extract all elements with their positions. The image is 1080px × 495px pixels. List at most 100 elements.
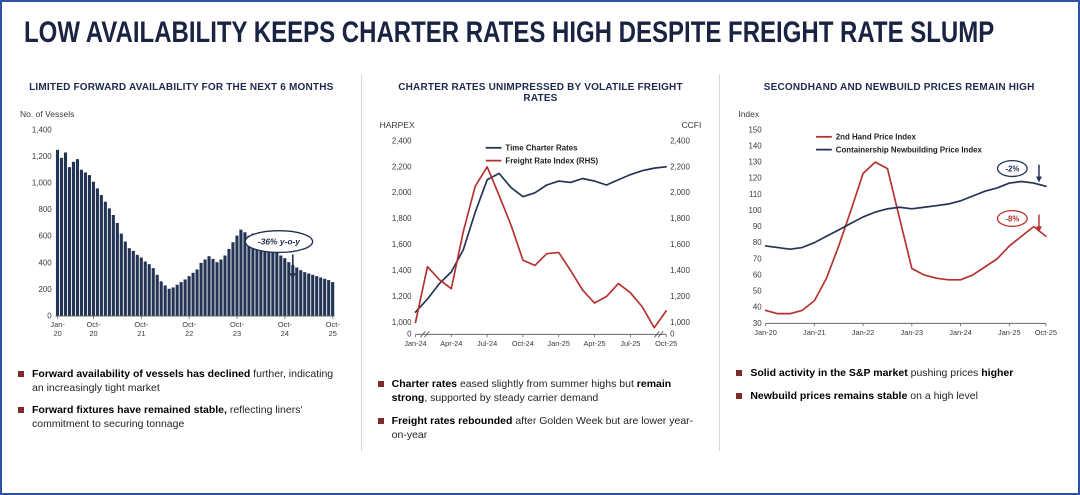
svg-text:Oct-: Oct- <box>182 320 197 329</box>
bullet-list-charter-vs-freight: Charter rates eased slightly from summer… <box>377 378 704 442</box>
legend-item: Containership Newbuilding Price Index <box>816 145 983 154</box>
svg-text:Apr-25: Apr-25 <box>583 339 605 348</box>
svg-text:600: 600 <box>38 232 52 241</box>
pct-annotation: -2% <box>997 160 1043 183</box>
bullet-text: Forward availability of vessels has decl… <box>32 367 334 394</box>
panel-title-price-indices: SECONDHAND AND NEWBUILD PRICES REMAIN HI… <box>763 82 1035 93</box>
charter-vs-freight-line-chart: 1,000 1,000 1,200 1,200 1,400 1,400 1,600 1,600… <box>391 136 690 348</box>
panel-price-indices: SECONDHAND AND NEWBUILD PRICES REMAIN HI… <box>719 74 1078 452</box>
svg-text:22: 22 <box>185 329 193 338</box>
svg-text:23: 23 <box>233 329 241 338</box>
panel-row: LIMITED FORWARD AVAILABILITY FOR THE NEX… <box>2 74 1078 452</box>
svg-text:30: 30 <box>753 319 762 328</box>
svg-text:Jan-: Jan- <box>50 320 65 329</box>
bullet-list-price-indices: Solid activity in the S&P market pushing… <box>736 367 1062 404</box>
bullet-marker <box>18 407 24 414</box>
bullet-item: Forward fixtures have remained stable, r… <box>18 404 345 432</box>
svg-text:1,000: 1,000 <box>391 318 411 327</box>
svg-text:Jan-24: Jan-24 <box>950 328 973 337</box>
legend-item: 2nd Hand Price Index <box>816 132 917 141</box>
y-axis-title-index: Index <box>738 109 760 119</box>
svg-text:1,800: 1,800 <box>391 214 411 223</box>
y-axis-title-vessels: No. of Vessels <box>20 109 75 119</box>
svg-text:Oct-: Oct- <box>326 320 341 329</box>
svg-text:0: 0 <box>47 311 52 320</box>
svg-text:90: 90 <box>753 222 762 231</box>
svg-text:-2%: -2% <box>1006 164 1020 173</box>
svg-text:25: 25 <box>329 329 337 338</box>
legend-item: Time Charter Rates <box>485 143 578 152</box>
pct-annotation: -8% <box>997 209 1043 233</box>
svg-text:Oct-: Oct- <box>134 320 149 329</box>
svg-text:2,000: 2,000 <box>391 188 411 197</box>
panel-charter-vs-freight: CHARTER RATES UNIMPRESSED BY VOLATILE FR… <box>360 74 720 452</box>
svg-text:Jan-25: Jan-25 <box>547 339 570 348</box>
bullet-item: Solid activity in the S&P market pushing… <box>736 367 1062 381</box>
panel-title-forward-availability: LIMITED FORWARD AVAILABILITY FOR THE NEX… <box>29 82 334 93</box>
right-axis-title-ccfi: CCFI <box>681 120 702 130</box>
svg-text:100: 100 <box>749 206 763 215</box>
svg-text:Jan-25: Jan-25 <box>998 328 1021 337</box>
svg-text:2,400: 2,400 <box>391 136 411 145</box>
bullet-text: Solid activity in the S&P market pushing… <box>750 367 1014 380</box>
axis-title-row: No. of Vessels <box>18 109 345 122</box>
bullet-item: Forward availability of vessels has decl… <box>18 368 345 396</box>
svg-text:Oct-25: Oct-25 <box>655 339 677 348</box>
svg-text:1,600: 1,600 <box>391 240 411 249</box>
axis-title-row: Index <box>736 109 1062 122</box>
bullet-marker <box>736 392 743 399</box>
bullet-item: Newbuild prices remains stable on a high… <box>736 390 1062 404</box>
svg-text:70: 70 <box>753 254 762 263</box>
bullet-text: Charter rates eased slightly from summer… <box>391 378 672 404</box>
svg-text:Freight Rate Index (RHS): Freight Rate Index (RHS) <box>505 156 598 165</box>
svg-text:400: 400 <box>38 258 52 267</box>
svg-text:2nd Hand Price Index: 2nd Hand Price Index <box>836 132 917 141</box>
bullet-marker <box>377 381 384 388</box>
svg-text:80: 80 <box>753 238 762 247</box>
bullet-text: Freight rates rebounded after Golden Wee… <box>391 414 694 441</box>
svg-text:60: 60 <box>753 270 762 279</box>
svg-text:2,400: 2,400 <box>670 136 690 145</box>
svg-text:21: 21 <box>137 329 145 338</box>
svg-text:2,000: 2,000 <box>670 188 690 197</box>
svg-text:Apr-24: Apr-24 <box>440 339 462 348</box>
svg-text:800: 800 <box>38 205 52 214</box>
svg-text:1,200: 1,200 <box>670 292 690 301</box>
bullet-item: Charter rates eased slightly from summer… <box>377 378 704 406</box>
svg-text:2,200: 2,200 <box>670 162 690 171</box>
bullet-text: Newbuild prices remains stable on a high… <box>750 389 978 402</box>
svg-text:1,000: 1,000 <box>32 179 52 188</box>
svg-text:Jul-25: Jul-25 <box>620 339 640 348</box>
svg-text:200: 200 <box>38 285 52 294</box>
svg-text:Oct-: Oct- <box>278 320 293 329</box>
svg-text:Time Charter Rates: Time Charter Rates <box>505 143 578 152</box>
svg-text:1,200: 1,200 <box>391 292 411 301</box>
svg-text:1,000: 1,000 <box>670 318 690 327</box>
left-axis-title-harpex: HARPEX <box>379 120 415 130</box>
svg-text:40: 40 <box>753 303 762 312</box>
svg-text:Jan-24: Jan-24 <box>404 339 427 348</box>
svg-text:0: 0 <box>670 329 675 338</box>
series-line <box>765 180 1048 251</box>
series-line <box>765 161 1048 315</box>
svg-text:Oct-24: Oct-24 <box>511 339 533 348</box>
svg-text:Jul-24: Jul-24 <box>477 339 497 348</box>
svg-text:Oct-: Oct- <box>230 320 245 329</box>
svg-text:120: 120 <box>749 174 763 183</box>
svg-text:24: 24 <box>281 329 289 338</box>
price-index-line-chart: 30 40 50 60 70 80 90 100 110 120 130 140 150 Jan-20 Ja… <box>749 125 1057 337</box>
svg-text:-8%: -8% <box>1006 214 1020 223</box>
svg-text:20: 20 <box>89 329 97 338</box>
svg-text:140: 140 <box>749 141 763 150</box>
axis-title-row: HARPEX CCFI <box>378 120 704 133</box>
panel-title-charter-vs-freight: CHARTER RATES UNIMPRESSED BY VOLATILE FR… <box>398 82 683 104</box>
svg-text:130: 130 <box>749 158 763 167</box>
svg-text:1,600: 1,600 <box>670 240 690 249</box>
page-title: LOW AVAILABILITY KEEPS CHARTER RATES HIG… <box>24 16 995 49</box>
svg-text:1,400: 1,400 <box>32 125 52 134</box>
svg-text:1,200: 1,200 <box>32 152 52 161</box>
svg-text:Containership Newbuilding Pric: Containership Newbuilding Price Index <box>836 145 983 154</box>
series-line <box>414 166 667 329</box>
svg-text:1,400: 1,400 <box>391 266 411 275</box>
